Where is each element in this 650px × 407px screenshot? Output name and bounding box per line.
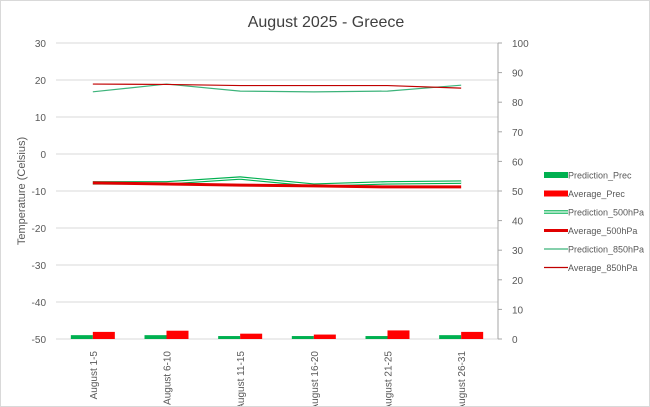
y-tick-label: 10 [35, 113, 47, 124]
legend-swatch [544, 190, 568, 197]
line-prediction-850hpa [92, 83, 462, 93]
bar-prediction-prec [439, 335, 462, 339]
y2-tick-label: 10 [512, 305, 524, 316]
y2-tick-label: 90 [512, 69, 524, 80]
bar-prediction-prec [365, 336, 388, 339]
y2-tick-label: 100 [512, 39, 529, 50]
chart-title: August 2025 - Greece [248, 14, 405, 31]
bar-prediction-prec [144, 335, 167, 339]
bar-average-prec [461, 331, 484, 339]
y-tick-label: -20 [32, 224, 47, 235]
bar-prediction-prec [291, 336, 314, 339]
y2-tick-label: 50 [512, 187, 524, 198]
line-average-850hpa [92, 83, 462, 89]
bar-average-prec [387, 330, 410, 339]
legend-label: Average_Prec [568, 189, 625, 199]
bar-average-prec [240, 333, 263, 339]
legend-label: Prediction_Prec [568, 171, 632, 181]
legend-label: Average_850hPa [568, 263, 637, 273]
y2-tick-label: 30 [512, 246, 524, 257]
bar-average-prec [313, 334, 336, 339]
y2-tick-label: 70 [512, 128, 524, 139]
x-tick-label: August 11-15 [236, 351, 247, 407]
y2-tick-label: 40 [512, 217, 524, 228]
x-tick-label: August 6-10 [163, 351, 174, 405]
y-tick-label: -40 [32, 298, 47, 309]
y2-tick-label: 60 [512, 157, 524, 168]
y-tick-label: -50 [32, 335, 47, 346]
legend-label: Prediction_850hPa [568, 245, 644, 255]
y-axis-label: Temperature (Celsius) [16, 137, 28, 245]
bar-average-prec [92, 331, 115, 339]
legend-swatch [544, 172, 568, 178]
line-average-500hpa [92, 181, 462, 189]
x-tick-label: August 1-5 [89, 351, 100, 400]
x-tick-label: August 16-20 [310, 351, 321, 407]
y-tick-label: 0 [40, 150, 46, 161]
y-tick-label: -10 [32, 187, 47, 198]
y2-tick-label: 20 [512, 276, 524, 287]
bar-prediction-prec [218, 336, 241, 339]
legend-label: Average_500hPa [568, 226, 637, 236]
y-tick-label: -30 [32, 261, 47, 272]
x-tick-label: August 21-25 [384, 351, 395, 407]
y2-tick-label: 0 [512, 335, 518, 346]
y-tick-label: 20 [35, 76, 47, 87]
y2-tick-label: 80 [512, 98, 524, 109]
y-tick-label: 30 [35, 39, 47, 50]
bar-prediction-prec [70, 335, 93, 339]
x-tick-label: August 26-31 [457, 351, 468, 407]
bar-average-prec [166, 330, 189, 339]
legend-label: Prediction_500hPa [568, 208, 644, 218]
